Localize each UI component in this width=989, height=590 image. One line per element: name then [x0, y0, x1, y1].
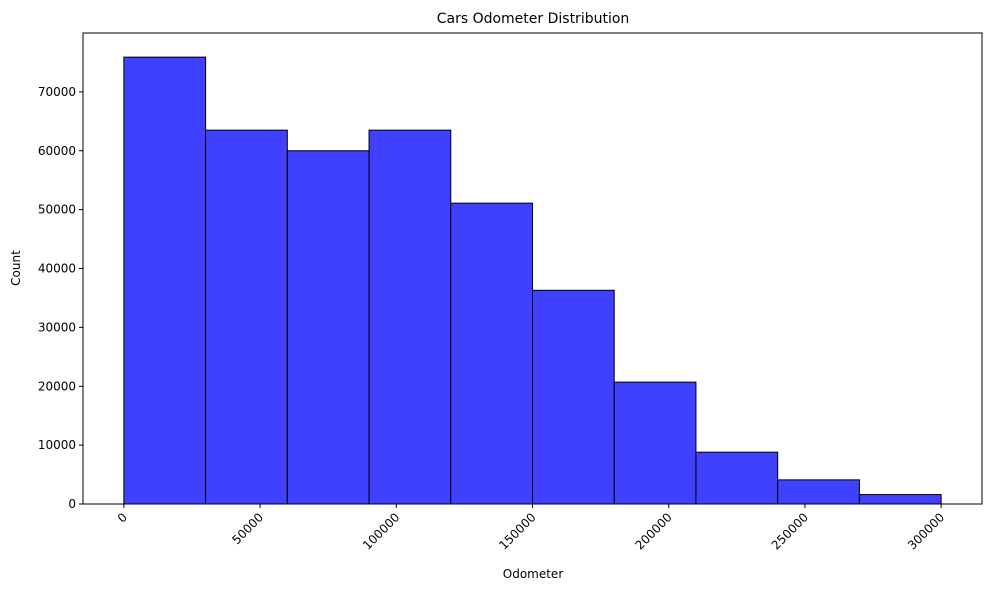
x-tick-label-6: 300000: [905, 510, 947, 552]
y-tick-label-6: 60000: [38, 144, 76, 158]
x-axis-label: Odometer: [503, 567, 564, 581]
bars-group: [123, 56, 942, 505]
histogram-bar-1: [205, 129, 288, 505]
x-tick-label-2: 100000: [360, 510, 402, 552]
histogram-bar-3: [368, 129, 452, 505]
y-tick-label-1: 10000: [38, 438, 76, 452]
chart-title: Cars Odometer Distribution: [437, 11, 630, 27]
histogram-bar-8: [777, 479, 860, 505]
x-axis-ticks: 0 50000 100000 150000 200000 250000 300000: [115, 504, 947, 553]
histogram-bar-2: [286, 150, 370, 505]
x-tick-label-3: 150000: [496, 510, 538, 552]
y-tick-label-7: 70000: [38, 85, 76, 99]
histogram-bar-5: [532, 289, 615, 505]
histogram-bar-9: [858, 494, 942, 505]
x-tick-label-4: 200000: [633, 510, 675, 552]
x-tick-label-0: 0: [115, 510, 130, 525]
histogram-bar-4: [450, 202, 534, 505]
plot-frame: [82, 32, 983, 505]
y-tick-label-2: 20000: [38, 379, 76, 393]
histogram-bar-7: [695, 451, 779, 505]
y-tick-label-5: 50000: [38, 203, 76, 217]
histogram-bar-6: [613, 381, 697, 505]
x-tick-label-5: 250000: [769, 510, 811, 552]
histogram-bar-0: [123, 56, 207, 505]
y-axis-ticks: 0 10000 20000 30000 40000 50000 60000 70000: [38, 85, 83, 511]
x-tick-label-1: 50000: [229, 510, 266, 547]
y-tick-label-3: 30000: [38, 320, 76, 334]
y-axis-label: Count: [9, 250, 23, 286]
y-tick-label-0: 0: [68, 497, 76, 511]
y-tick-label-4: 40000: [38, 262, 76, 276]
